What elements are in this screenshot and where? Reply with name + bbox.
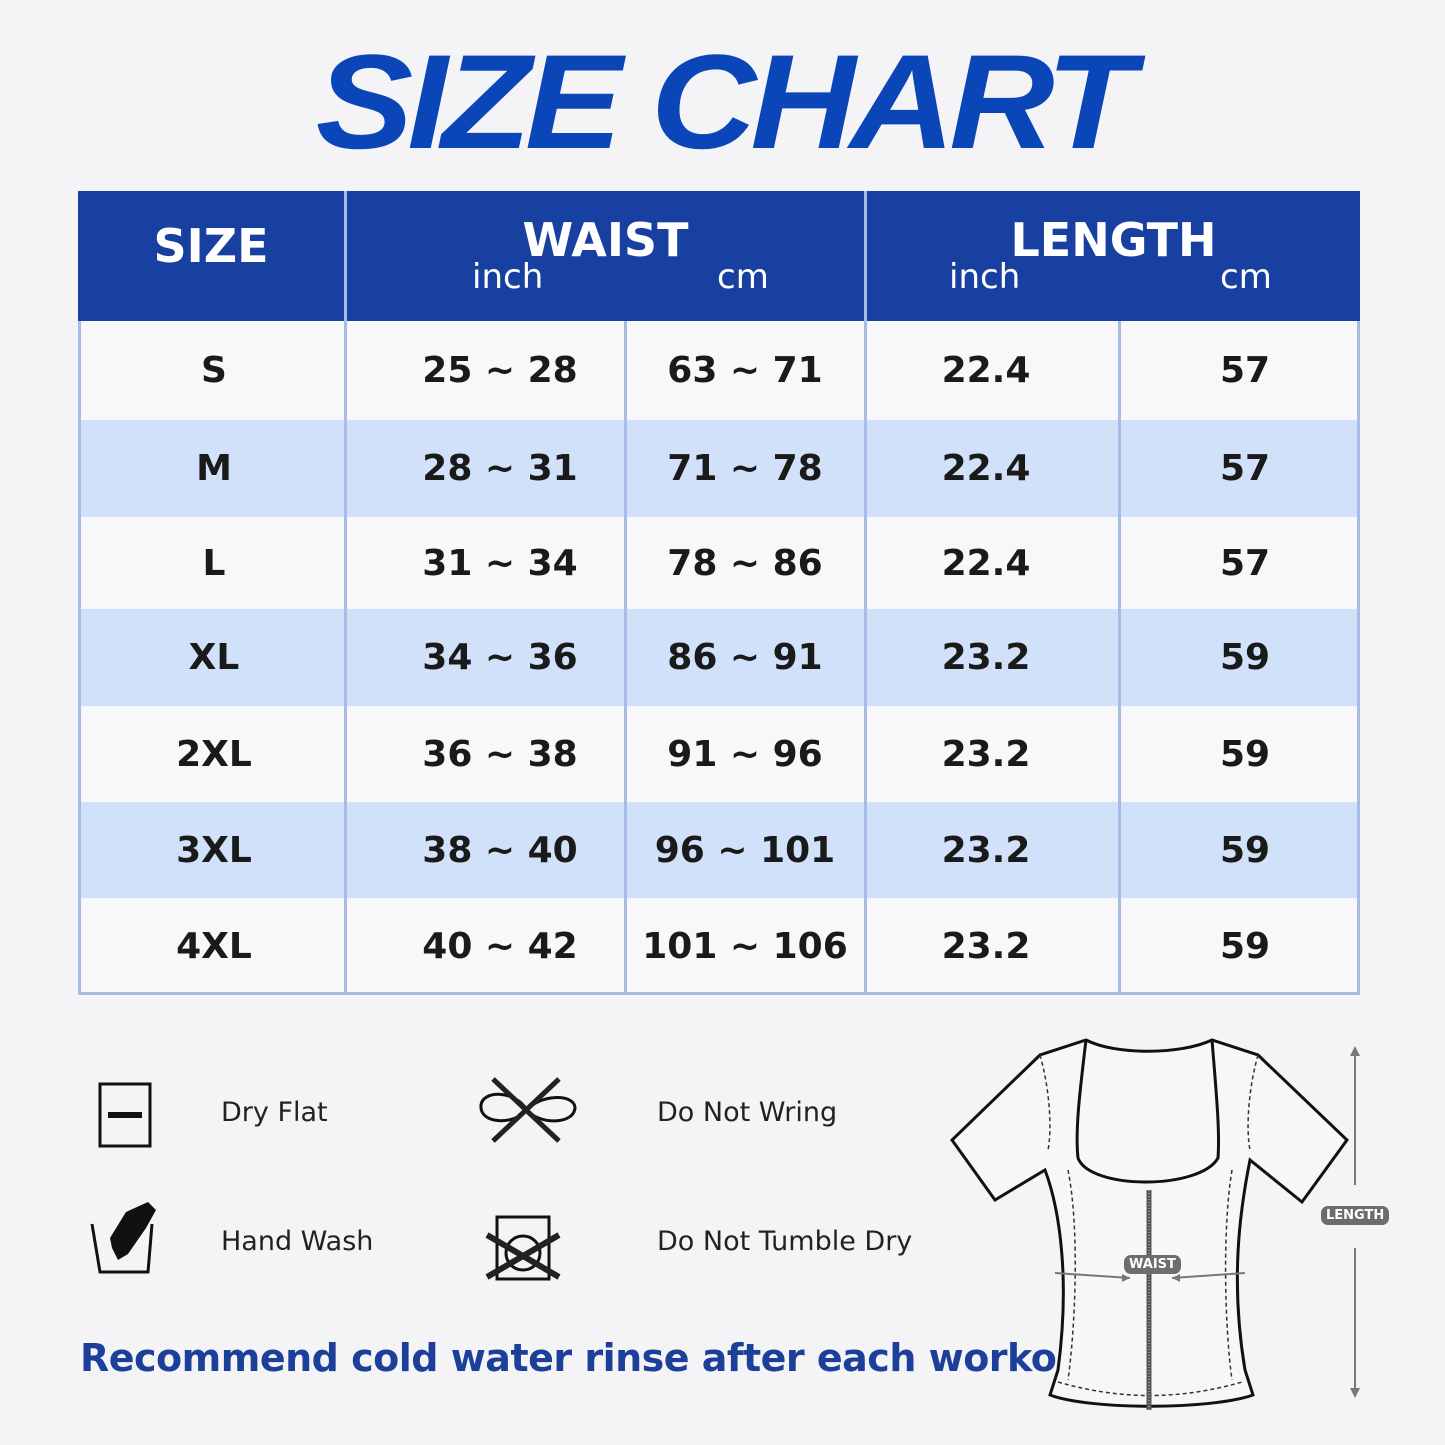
dry-flat-label: Dry Flat bbox=[221, 1097, 328, 1128]
size-header-label: SIZE bbox=[153, 219, 269, 273]
cell-length-inch: 23.2 bbox=[941, 829, 1031, 871]
cell-size: S bbox=[201, 350, 227, 391]
waist-cm-label: cm bbox=[717, 257, 769, 297]
table-border bbox=[78, 992, 1360, 995]
cell-length-cm: 59 bbox=[1219, 637, 1271, 678]
table-row: XL 34 ~ 36 86 ~ 91 23.2 59 bbox=[78, 609, 1360, 706]
cell-length-inch: 22.4 bbox=[941, 350, 1031, 391]
table-row: 3XL 38 ~ 40 96 ~ 101 23.2 59 bbox=[78, 802, 1360, 898]
page-title: SIZE CHART bbox=[315, 26, 1135, 177]
header-size: SIZE bbox=[78, 191, 344, 321]
do-not-wring-label: Do Not Wring bbox=[657, 1097, 838, 1128]
cell-size: 2XL bbox=[176, 733, 252, 775]
waist-header-label: WAIST bbox=[522, 213, 689, 267]
garment-diagram bbox=[950, 1038, 1360, 1410]
cell-length-inch: 23.2 bbox=[941, 733, 1031, 775]
table-row: 4XL 40 ~ 42 101 ~ 106 23.2 59 bbox=[78, 898, 1360, 995]
table-row: S 25 ~ 28 63 ~ 71 22.4 57 bbox=[78, 321, 1360, 420]
column-divider bbox=[864, 191, 867, 995]
length-inch-label: inch bbox=[949, 257, 1021, 297]
cell-length-cm: 59 bbox=[1219, 733, 1271, 775]
cell-waist-inch: 34 ~ 36 bbox=[422, 637, 578, 678]
cell-length-cm: 57 bbox=[1219, 350, 1271, 391]
cell-waist-inch: 40 ~ 42 bbox=[422, 926, 578, 967]
cell-size: M bbox=[196, 448, 232, 489]
cell-length-inch: 22.4 bbox=[941, 448, 1031, 489]
table-row: L 31 ~ 34 78 ~ 86 22.4 57 bbox=[78, 517, 1360, 609]
cell-length-inch: 23.2 bbox=[941, 926, 1031, 967]
cell-waist-inch: 38 ~ 40 bbox=[422, 829, 578, 871]
cell-size: 4XL bbox=[176, 926, 252, 967]
table-row: M 28 ~ 31 71 ~ 78 22.4 57 bbox=[78, 420, 1360, 517]
cell-waist-inch: 28 ~ 31 bbox=[422, 448, 578, 489]
dry-flat-icon bbox=[98, 1082, 152, 1148]
cell-waist-cm: 86 ~ 91 bbox=[667, 637, 823, 678]
cell-length-cm: 59 bbox=[1219, 926, 1271, 967]
cell-size: L bbox=[202, 542, 226, 584]
header-length: LENGTH inch cm bbox=[867, 191, 1360, 321]
waist-inch-label: inch bbox=[472, 257, 544, 297]
column-divider bbox=[344, 191, 347, 995]
do-not-wring-icon bbox=[479, 1077, 577, 1143]
care-note: Recommend cold water rinse after each wo… bbox=[80, 1336, 1115, 1380]
cell-waist-cm: 91 ~ 96 bbox=[667, 733, 823, 775]
cell-waist-cm: 63 ~ 71 bbox=[667, 350, 823, 391]
hand-wash-label: Hand Wash bbox=[221, 1226, 374, 1257]
cell-length-cm: 57 bbox=[1219, 542, 1271, 584]
waist-label: WAIST bbox=[1124, 1255, 1181, 1274]
cell-waist-inch: 25 ~ 28 bbox=[422, 350, 578, 391]
cell-size: XL bbox=[188, 637, 240, 678]
cell-waist-cm: 101 ~ 106 bbox=[642, 926, 848, 967]
cell-waist-inch: 36 ~ 38 bbox=[422, 733, 578, 775]
cell-waist-cm: 71 ~ 78 bbox=[667, 448, 823, 489]
header-waist: WAIST inch cm bbox=[347, 191, 864, 321]
cell-length-cm: 59 bbox=[1219, 829, 1271, 871]
length-cm-label: cm bbox=[1220, 257, 1272, 297]
cell-waist-cm: 96 ~ 101 bbox=[654, 829, 836, 871]
size-table: SIZE WAIST inch cm LENGTH inch cm S 25 ~ … bbox=[78, 191, 1360, 995]
column-divider bbox=[1118, 321, 1121, 995]
cell-size: 3XL bbox=[176, 829, 252, 871]
cell-length-inch: 23.2 bbox=[941, 637, 1031, 678]
cell-length-cm: 57 bbox=[1219, 448, 1271, 489]
column-divider bbox=[624, 321, 627, 995]
do-not-tumble-dry-label: Do Not Tumble Dry bbox=[657, 1226, 913, 1257]
table-row: 2XL 36 ~ 38 91 ~ 96 23.2 59 bbox=[78, 706, 1360, 802]
cell-waist-inch: 31 ~ 34 bbox=[422, 542, 578, 584]
length-header-label: LENGTH bbox=[1010, 213, 1217, 267]
cell-waist-cm: 78 ~ 86 bbox=[667, 542, 823, 584]
table-border bbox=[78, 321, 81, 995]
do-not-tumble-dry-icon bbox=[485, 1215, 561, 1281]
length-label: LENGTH bbox=[1321, 1206, 1390, 1225]
cell-length-inch: 22.4 bbox=[941, 542, 1031, 584]
hand-wash-icon bbox=[90, 1202, 156, 1274]
table-border bbox=[1357, 321, 1360, 995]
